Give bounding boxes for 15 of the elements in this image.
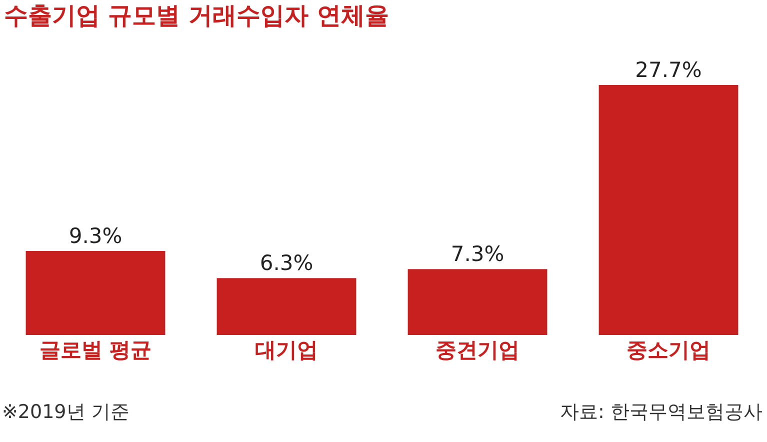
data-label: 27.7% — [635, 58, 702, 82]
x-tick-label: 대기업 — [255, 338, 318, 362]
data-label: 9.3% — [68, 224, 122, 248]
bar — [408, 269, 548, 335]
text: 자료: 한국무역보험공사 — [560, 401, 762, 423]
x-tick-label: 중소기업 — [626, 338, 710, 362]
chart-title: 수출기업 규모별 거래수입자 연체율 — [4, 1, 389, 30]
x-tick-label: 글로벌 평균 — [39, 338, 152, 362]
data-label: 7.3% — [450, 242, 504, 266]
bar — [598, 85, 738, 335]
text: ※2019년 기준 — [2, 401, 130, 423]
bar — [26, 251, 166, 335]
data-label: 6.3% — [260, 251, 314, 276]
bar — [216, 278, 356, 335]
x-tick-label: 중견기업 — [436, 338, 520, 362]
